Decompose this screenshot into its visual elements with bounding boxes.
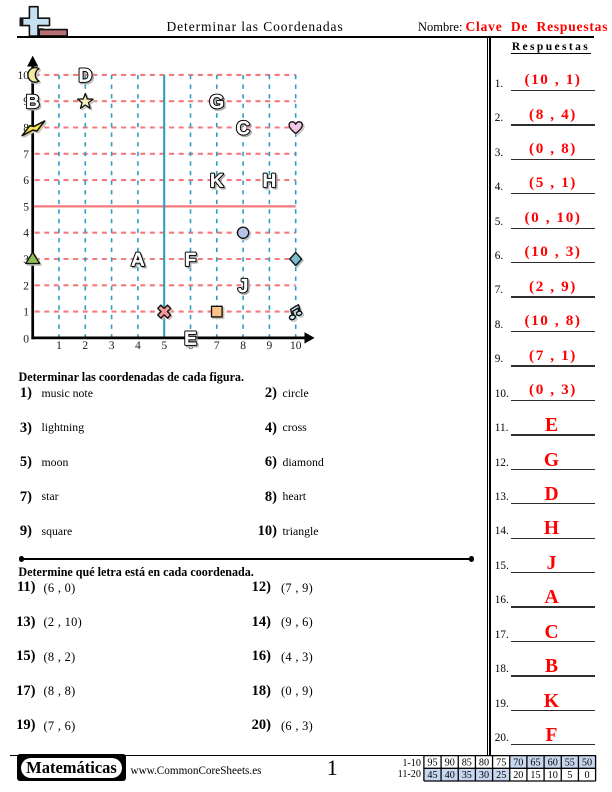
svg-text:0: 0 bbox=[584, 770, 589, 781]
svg-text:5: 5 bbox=[567, 770, 572, 781]
svg-text:40: 40 bbox=[445, 770, 455, 781]
svg-text:10: 10 bbox=[18, 70, 30, 82]
svg-text:80: 80 bbox=[479, 757, 489, 768]
svg-text:25: 25 bbox=[496, 770, 506, 781]
svg-text:45: 45 bbox=[427, 770, 437, 781]
svg-text:8: 8 bbox=[23, 123, 29, 135]
svg-text:70: 70 bbox=[513, 757, 523, 768]
svg-text:2: 2 bbox=[82, 340, 88, 352]
svg-text:15: 15 bbox=[530, 770, 540, 781]
svg-text:10: 10 bbox=[290, 340, 302, 352]
svg-text:90: 90 bbox=[445, 757, 455, 768]
svg-text:1: 1 bbox=[23, 307, 29, 319]
svg-text:5: 5 bbox=[23, 201, 29, 213]
svg-text:7: 7 bbox=[23, 149, 29, 161]
svg-text:55: 55 bbox=[565, 757, 575, 768]
svg-text:20: 20 bbox=[513, 770, 523, 781]
svg-text:4: 4 bbox=[23, 228, 29, 240]
svg-text:1: 1 bbox=[56, 340, 62, 352]
svg-text:8: 8 bbox=[240, 340, 246, 352]
svg-text:9: 9 bbox=[267, 340, 273, 352]
svg-text:6: 6 bbox=[23, 175, 29, 187]
svg-text:65: 65 bbox=[530, 757, 540, 768]
svg-text:4: 4 bbox=[135, 340, 141, 352]
svg-text:11-20: 11-20 bbox=[398, 769, 421, 780]
svg-text:30: 30 bbox=[479, 770, 489, 781]
svg-text:75: 75 bbox=[496, 757, 506, 768]
svg-text:95: 95 bbox=[427, 757, 437, 768]
svg-text:5: 5 bbox=[161, 340, 167, 352]
svg-text:35: 35 bbox=[462, 770, 472, 781]
svg-text:2: 2 bbox=[23, 280, 29, 292]
svg-text:3: 3 bbox=[109, 340, 115, 352]
svg-text:50: 50 bbox=[582, 757, 592, 768]
svg-text:85: 85 bbox=[462, 757, 472, 768]
svg-text:7: 7 bbox=[214, 340, 220, 352]
svg-text:0: 0 bbox=[23, 333, 29, 345]
svg-text:3: 3 bbox=[23, 254, 29, 266]
svg-text:1-10: 1-10 bbox=[402, 758, 421, 769]
svg-text:60: 60 bbox=[548, 757, 558, 768]
svg-text:10: 10 bbox=[548, 770, 558, 781]
